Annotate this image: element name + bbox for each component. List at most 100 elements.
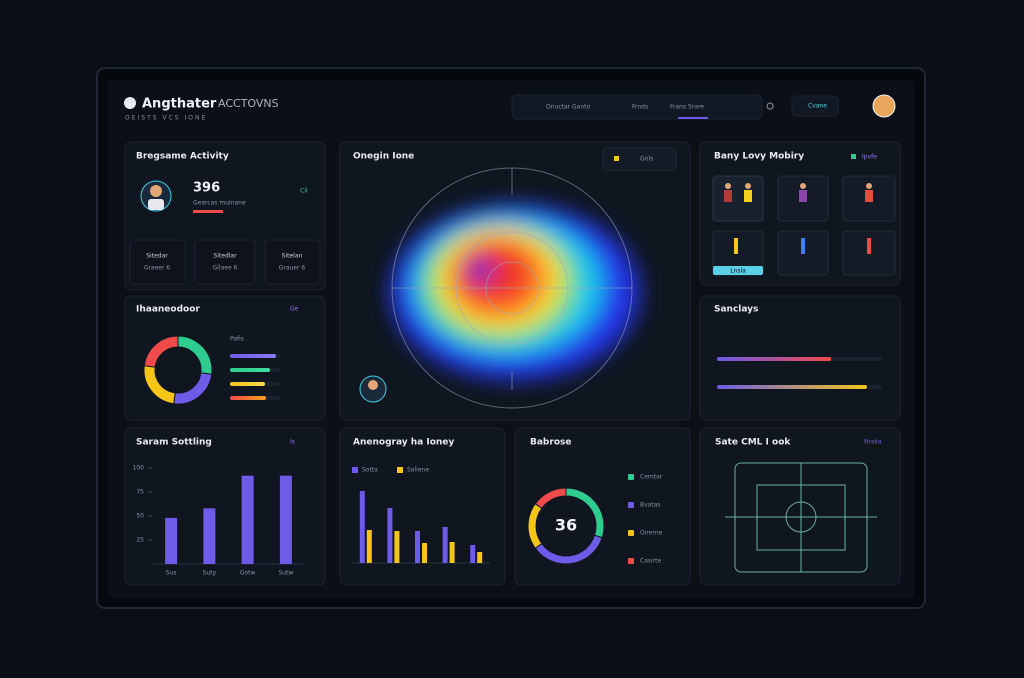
stat-sub: Graeer 6 bbox=[144, 265, 171, 272]
y-tick-label: 25 bbox=[136, 537, 144, 544]
stat-label: Sitedar bbox=[146, 253, 168, 260]
player-grid bbox=[712, 175, 896, 276]
y-tick-label: 100 bbox=[133, 465, 145, 472]
panel bbox=[339, 427, 506, 586]
hbar bbox=[230, 396, 266, 400]
bar bbox=[415, 531, 420, 563]
legend-label: Bvatas bbox=[640, 502, 661, 509]
legend-swatch bbox=[628, 530, 634, 536]
heatmap-badge[interactable]: Gnls bbox=[640, 156, 653, 163]
stat-label: Sitedlar bbox=[213, 253, 237, 260]
brand-suffix: ACCTOVNS bbox=[218, 97, 279, 110]
y-tick-label: 75 bbox=[136, 489, 144, 496]
stat-label: Sitelan bbox=[282, 253, 303, 260]
panel-title: Ihaaneodoor bbox=[136, 305, 200, 315]
x-tick-label: Sutw bbox=[278, 570, 293, 577]
bar bbox=[366, 530, 372, 563]
x-tick-label: Gotw bbox=[240, 570, 256, 577]
nav-item[interactable]: Frans Srare bbox=[670, 104, 704, 111]
avatar-body bbox=[148, 199, 164, 210]
filter-dot bbox=[614, 156, 619, 161]
badge: Cil bbox=[300, 188, 308, 195]
panel bbox=[124, 427, 326, 586]
nav-item[interactable]: Onuctar Ganto bbox=[546, 104, 591, 111]
badge: Is bbox=[290, 439, 295, 446]
x-tick-label: Suty bbox=[203, 570, 217, 577]
panel-title: Bany Lovy Mobiry bbox=[714, 152, 804, 162]
badge: Ipvfe bbox=[862, 154, 877, 161]
panel bbox=[699, 427, 901, 586]
bar bbox=[359, 491, 365, 563]
donut-segment bbox=[534, 487, 567, 510]
y-tick-label: 50 bbox=[136, 513, 144, 520]
nav-item[interactable]: Frnds bbox=[632, 104, 648, 111]
donut-center: 36 bbox=[555, 516, 577, 535]
stat-sub: Gilaee 6 bbox=[213, 265, 238, 272]
nav-underline bbox=[678, 117, 708, 119]
hbar bbox=[717, 385, 867, 389]
legend-label: Oirerne bbox=[640, 530, 663, 537]
bar bbox=[387, 508, 393, 563]
bar bbox=[477, 552, 483, 563]
hbar bbox=[717, 357, 832, 361]
logo bbox=[124, 97, 136, 109]
bar bbox=[203, 508, 216, 564]
panel bbox=[514, 427, 691, 586]
bar bbox=[470, 545, 476, 563]
panel-title: Bregsame Activity bbox=[136, 152, 229, 162]
panel-title: Anenogray ha Ioney bbox=[353, 438, 454, 448]
bar bbox=[165, 517, 178, 564]
panel bbox=[124, 295, 326, 421]
x-tick-label: Sus bbox=[166, 570, 177, 577]
hbar bbox=[230, 382, 265, 386]
panel-title: Pafis bbox=[230, 336, 244, 343]
court-diagram bbox=[725, 462, 877, 573]
panel-title: Saram Sottling bbox=[136, 438, 212, 448]
legend-label: Cemtar bbox=[640, 474, 663, 481]
legend-swatch bbox=[628, 558, 634, 564]
avatar-face bbox=[368, 380, 378, 390]
nav-button[interactable] bbox=[791, 95, 839, 117]
panel-title: Onegin Ione bbox=[353, 152, 414, 162]
badge: Nraka bbox=[864, 439, 882, 446]
stat-card bbox=[194, 239, 256, 285]
bar bbox=[422, 543, 427, 563]
bar bbox=[442, 527, 448, 563]
score: 396 bbox=[193, 181, 220, 196]
panel-title: Sate CML I ook bbox=[715, 438, 791, 448]
badge-dot bbox=[851, 154, 856, 159]
tagline: OEISTS VCS IONE bbox=[125, 115, 207, 122]
player-button[interactable]: Lnsla bbox=[730, 268, 746, 275]
stat-card bbox=[264, 239, 321, 285]
heatmap-filter[interactable] bbox=[602, 147, 677, 171]
heatmap bbox=[390, 204, 640, 380]
score-note: Gearcas mulnane bbox=[193, 200, 246, 207]
user-avatar[interactable] bbox=[872, 94, 896, 118]
legend-swatch bbox=[352, 467, 358, 473]
legend-swatch bbox=[628, 474, 634, 480]
search-icon[interactable] bbox=[766, 102, 774, 110]
nav-bar bbox=[511, 94, 763, 120]
bar bbox=[449, 542, 455, 563]
panel-title: Babrose bbox=[530, 438, 571, 448]
stat-card bbox=[129, 239, 186, 285]
nav-right[interactable]: Cvane bbox=[808, 103, 827, 110]
legend-label: Sotta bbox=[362, 467, 378, 474]
legend-swatch bbox=[397, 467, 403, 473]
brand: Angthater bbox=[142, 97, 217, 112]
legend-label: Saliene bbox=[407, 467, 429, 474]
panel-title: Sanclays bbox=[714, 305, 758, 315]
avatar-face bbox=[150, 185, 162, 197]
hbar bbox=[230, 368, 270, 372]
hbar bbox=[230, 354, 276, 358]
donut-segment bbox=[143, 335, 179, 368]
field-lines bbox=[391, 167, 633, 409]
bar bbox=[394, 531, 400, 563]
stat-sub: Grauer 6 bbox=[279, 265, 306, 272]
score-bar bbox=[193, 210, 223, 213]
legend-swatch bbox=[628, 502, 634, 508]
badge: Ge bbox=[290, 306, 299, 313]
bar bbox=[279, 475, 292, 564]
legend-label: Casirte bbox=[640, 558, 661, 565]
